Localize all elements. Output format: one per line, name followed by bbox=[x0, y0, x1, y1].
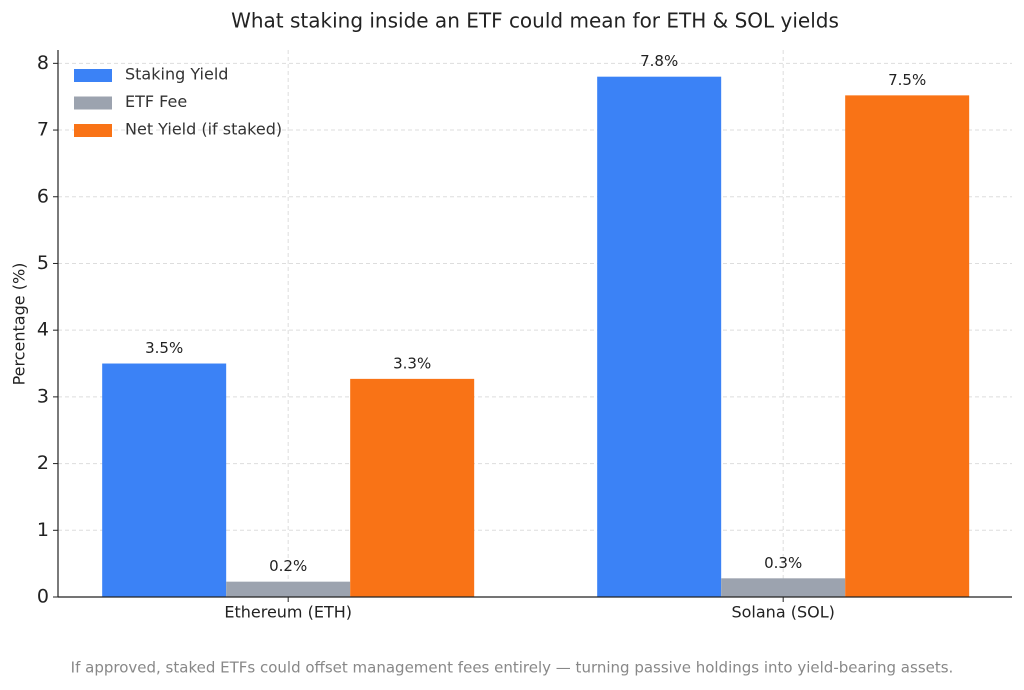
bar bbox=[226, 581, 351, 597]
data-label: 0.3% bbox=[764, 554, 802, 572]
y-axis-label: Percentage (%) bbox=[10, 263, 29, 386]
chart-title: What staking inside an ETF could mean fo… bbox=[231, 9, 839, 33]
y-tick-label: 8 bbox=[37, 52, 49, 74]
caption: If approved, staked ETFs could offset ma… bbox=[71, 659, 954, 677]
bar bbox=[721, 578, 846, 597]
legend-label: ETF Fee bbox=[125, 92, 187, 111]
y-tick-label: 3 bbox=[37, 385, 49, 407]
y-tick-label: 5 bbox=[37, 252, 49, 274]
data-label: 7.5% bbox=[888, 71, 926, 89]
data-label: 7.8% bbox=[640, 52, 678, 70]
y-tick-label: 0 bbox=[37, 586, 49, 608]
bar bbox=[350, 378, 475, 597]
bar bbox=[845, 95, 970, 598]
legend-swatch bbox=[74, 96, 112, 110]
x-tick-label: Solana (SOL) bbox=[731, 603, 834, 622]
data-label: 3.5% bbox=[145, 339, 183, 357]
data-label: 0.2% bbox=[269, 557, 307, 575]
x-tick-label: Ethereum (ETH) bbox=[224, 603, 352, 622]
legend-label: Staking Yield bbox=[125, 65, 228, 84]
y-tick-label: 7 bbox=[37, 119, 49, 141]
legend-swatch bbox=[74, 124, 112, 137]
data-label: 3.3% bbox=[393, 354, 431, 372]
bar bbox=[597, 76, 722, 598]
y-tick-label: 1 bbox=[37, 519, 49, 541]
legend-label: Net Yield (if staked) bbox=[125, 120, 282, 139]
y-tick-label: 6 bbox=[37, 185, 49, 207]
legend-swatch bbox=[74, 69, 112, 82]
bar bbox=[102, 363, 227, 597]
y-tick-label: 2 bbox=[37, 452, 49, 474]
y-tick-label: 4 bbox=[37, 319, 49, 341]
